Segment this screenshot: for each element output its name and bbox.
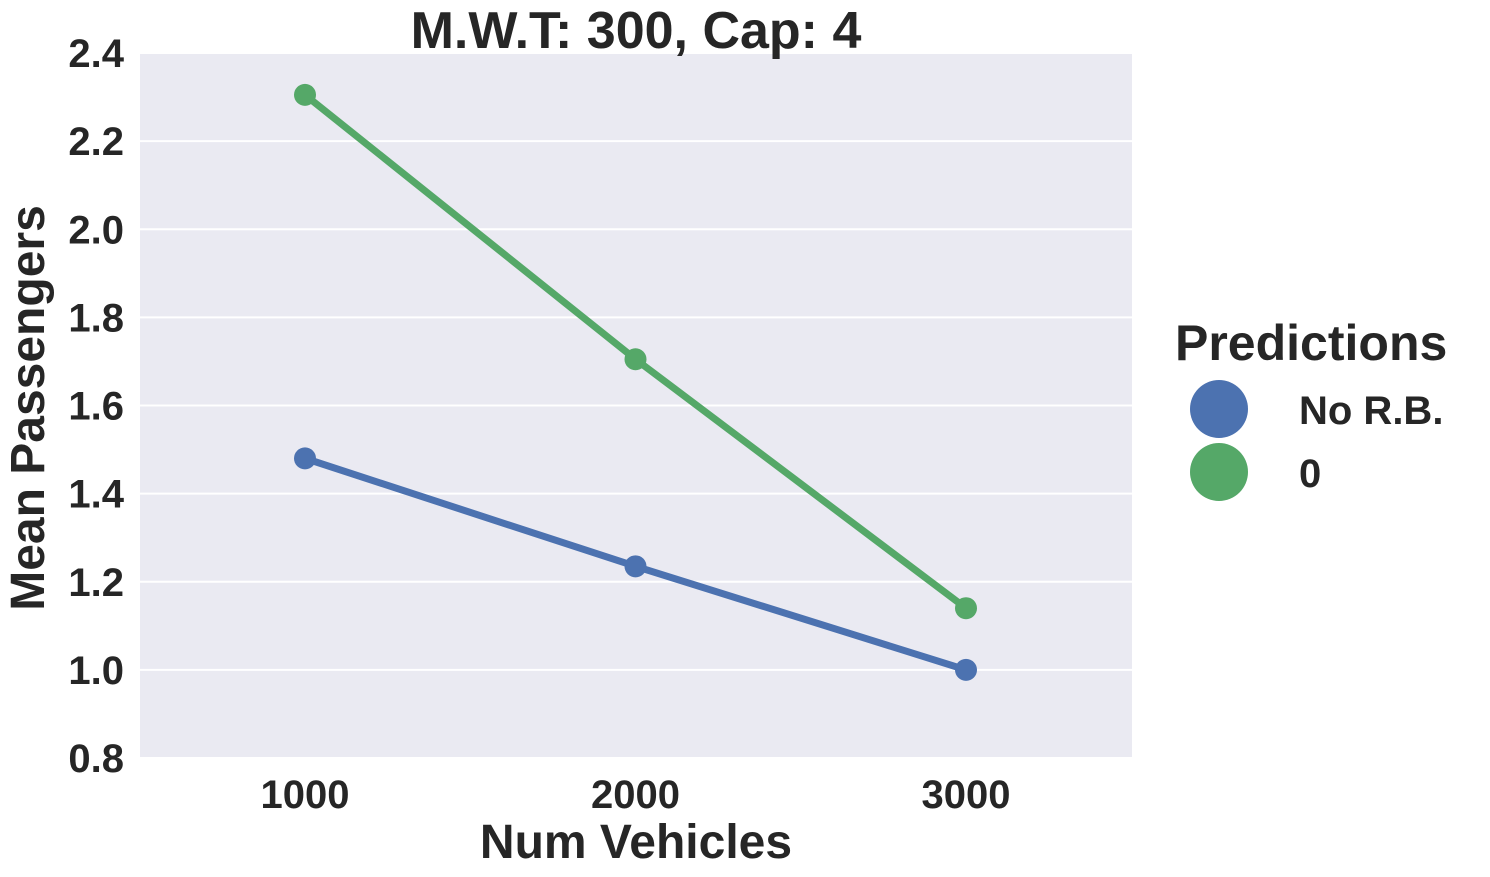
x-tick-label: 2000 xyxy=(591,773,680,817)
y-tick-label: 2.0 xyxy=(68,208,124,252)
legend-marker xyxy=(1190,380,1248,438)
y-axis-label: Mean Passengers xyxy=(2,205,55,611)
x-tick-labels: 1000 2000 3000 xyxy=(261,773,1011,817)
x-tick-label: 1000 xyxy=(261,773,350,817)
data-point xyxy=(955,658,977,681)
y-tick-label: 1.6 xyxy=(68,385,124,429)
chart-title: M.W.T: 300, Cap: 4 xyxy=(411,2,862,60)
x-tick-label: 3000 xyxy=(922,773,1011,817)
data-point xyxy=(294,83,316,106)
series-layer xyxy=(294,83,977,681)
y-tick-label: 1.8 xyxy=(68,296,124,340)
data-point xyxy=(624,348,647,371)
legend-title: Predictions xyxy=(1175,315,1447,371)
y-tick-label: 0.8 xyxy=(68,737,124,781)
data-point xyxy=(294,447,316,470)
legend-marker xyxy=(1190,443,1248,501)
data-point xyxy=(955,597,977,620)
x-axis-label: Num Vehicles xyxy=(480,816,792,869)
grid-lines xyxy=(140,52,1132,759)
y-tick-label: 1.0 xyxy=(68,649,124,693)
y-tick-label: 1.2 xyxy=(68,561,124,605)
y-tick-label: 2.4 xyxy=(68,32,124,76)
y-tick-label: 2.2 xyxy=(68,120,124,164)
legend: Predictions No R.B. 0 xyxy=(1175,315,1447,501)
legend-label: 0 xyxy=(1299,452,1321,496)
y-tick-label: 1.4 xyxy=(68,473,124,517)
legend-label: No R.B. xyxy=(1299,389,1443,433)
data-point xyxy=(624,555,647,578)
y-tick-labels: 0.8 1.0 1.2 1.4 1.6 1.8 2.0 2.2 2.4 xyxy=(68,32,124,781)
